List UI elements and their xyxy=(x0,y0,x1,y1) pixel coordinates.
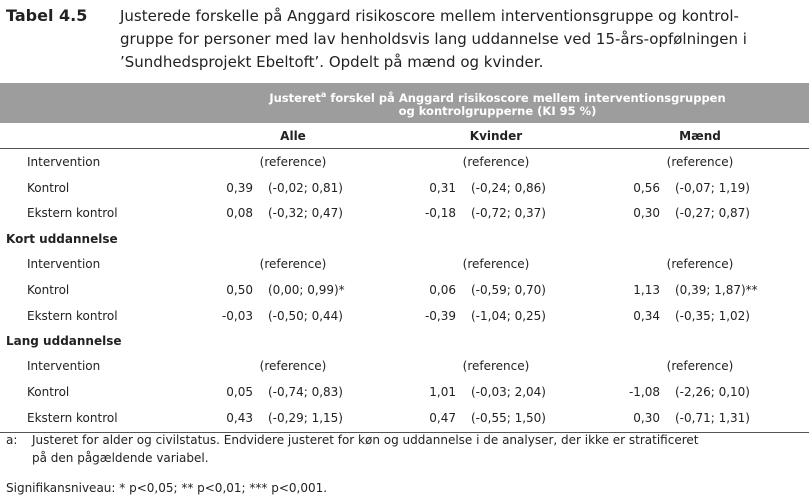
reference: (reference) xyxy=(462,257,530,272)
row-label: Kontrol xyxy=(27,180,70,195)
confidence-interval: (-0,24; 0,86) xyxy=(471,180,546,195)
title-line: ’Sundhedsprojekt Ebeltoft’. Opdelt på mæ… xyxy=(120,53,544,71)
header-text: Justeret xyxy=(269,90,321,105)
estimate: 1,01 xyxy=(429,384,456,399)
estimate: 0,31 xyxy=(429,180,456,195)
confidence-interval: (-0,32; 0,47) xyxy=(268,206,343,221)
column-header: Alle xyxy=(280,129,306,143)
confidence-interval: (-0,55; 1,50) xyxy=(471,410,546,425)
reference: (reference) xyxy=(462,359,530,374)
confidence-interval: (-0,27; 0,87) xyxy=(675,206,750,221)
row-label: Ekstern kontrol xyxy=(27,410,118,425)
confidence-interval: (-0,72; 0,37) xyxy=(471,206,546,221)
row-label: Ekstern kontrol xyxy=(27,206,118,221)
rule xyxy=(0,432,809,433)
estimate: 0,43 xyxy=(226,410,253,425)
header-line: Justereta forskel på Anggard risikoscore… xyxy=(238,87,757,106)
estimate: 1,13 xyxy=(633,282,660,297)
section-title: Kort uddannelse xyxy=(6,232,118,247)
row-label: Intervention xyxy=(27,257,101,272)
estimate: -0,18 xyxy=(424,206,456,221)
estimate: 0,56 xyxy=(633,180,660,195)
row-label: Kontrol xyxy=(27,384,70,399)
reference: (reference) xyxy=(666,155,734,169)
row-label: Kontrol xyxy=(27,282,70,297)
reference: (reference) xyxy=(259,359,327,374)
reference: (reference) xyxy=(462,155,530,169)
confidence-interval: (-1,04; 0,25) xyxy=(471,308,546,323)
reference: (reference) xyxy=(259,155,327,169)
confidence-interval: (-0,74; 0,83) xyxy=(268,384,343,399)
confidence-interval: (-0,50; 0,44) xyxy=(268,308,343,323)
reference: (reference) xyxy=(666,359,734,374)
estimate: 0,50 xyxy=(226,282,253,297)
header-bar xyxy=(0,83,809,123)
title-line: Justerede forskelle på Anggard risikosco… xyxy=(120,7,739,25)
estimate: 0,39 xyxy=(226,180,253,195)
estimate: 0,30 xyxy=(633,206,660,221)
header-line: og kontrolgrupperne (KI 95 %) xyxy=(398,104,597,118)
header-sup: a xyxy=(320,90,327,99)
estimate: 0,08 xyxy=(226,206,253,221)
footnote-line: Justeret for alder og civilstatus. Endvi… xyxy=(32,433,699,447)
column-header: Mænd xyxy=(679,129,721,143)
column-header: Kvinder xyxy=(469,129,523,143)
reference: (reference) xyxy=(259,257,327,272)
row-label: Intervention xyxy=(27,155,101,169)
estimate: 0,34 xyxy=(633,308,660,323)
confidence-interval: (-0,07; 1,19) xyxy=(675,180,750,195)
reference: (reference) xyxy=(666,257,734,272)
confidence-interval: (-0,02; 0,81) xyxy=(268,180,343,195)
estimate: 0,05 xyxy=(226,384,253,399)
section-title: Lang uddannelse xyxy=(6,334,122,349)
estimate: -1,08 xyxy=(628,384,660,399)
estimate: 0,47 xyxy=(429,410,456,425)
confidence-interval: (0,39; 1,87)** xyxy=(675,282,758,297)
title-line: gruppe for personer med lav henholdsvis … xyxy=(120,30,747,48)
confidence-interval: (-0,59; 0,70) xyxy=(471,282,546,297)
estimate: -0,39 xyxy=(424,308,456,323)
confidence-interval: (0,00; 0,99)* xyxy=(268,282,345,297)
row-label: Intervention xyxy=(27,359,101,374)
footnote-line: på den pågældende variabel. xyxy=(32,451,209,465)
title-label: Tabel 4.5 xyxy=(6,6,88,25)
rule xyxy=(0,148,809,149)
estimate: -0,03 xyxy=(221,308,253,323)
estimate: 0,30 xyxy=(633,410,660,425)
confidence-interval: (-2,26; 0,10) xyxy=(675,384,750,399)
footnote-mark: a: xyxy=(6,433,18,447)
confidence-interval: (-0,35; 1,02) xyxy=(675,308,750,323)
estimate: 0,06 xyxy=(429,282,456,297)
row-label: Ekstern kontrol xyxy=(27,308,118,323)
significance: Signifikansniveau: * p<0,05; ** p<0,01; … xyxy=(6,481,328,495)
confidence-interval: (-0,29; 1,15) xyxy=(268,410,343,425)
header-text: forskel på Anggard risikoscore mellem in… xyxy=(326,90,726,105)
confidence-interval: (-0,03; 2,04) xyxy=(471,384,546,399)
confidence-interval: (-0,71; 1,31) xyxy=(675,410,750,425)
